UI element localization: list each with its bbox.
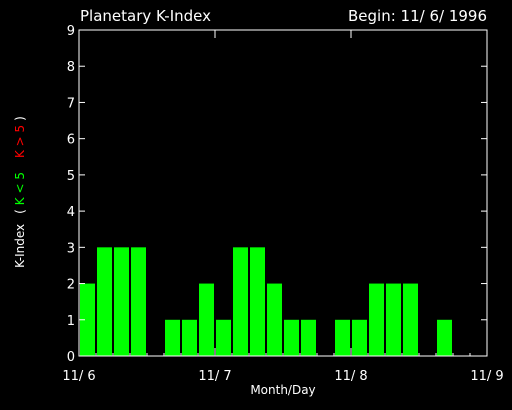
- y-tick-label-0: 0: [67, 350, 75, 365]
- x-tick-label-2: 11/ 8: [334, 369, 367, 384]
- kp-bar-19: [403, 283, 418, 356]
- kp-bar-7: [199, 283, 214, 356]
- y-axis-label-open-paren: (: [13, 209, 27, 214]
- y-tick-label-4: 4: [67, 205, 75, 220]
- x-tick-label-0: 11/ 6: [62, 369, 95, 384]
- kp-bar-6: [182, 319, 197, 356]
- kp-bar-3: [131, 247, 146, 356]
- bars-group: [80, 247, 452, 356]
- kp-bar-12: [284, 319, 299, 356]
- x-tick-label-1: 11/ 7: [198, 369, 231, 384]
- y-axis-label-red: K > 5: [13, 125, 27, 158]
- y-tick-label-1: 1: [67, 314, 75, 329]
- y-tick-label-2: 2: [67, 278, 75, 293]
- kp-bar-9: [233, 247, 248, 356]
- kp-bar-10: [250, 247, 265, 356]
- kp-bar-13: [301, 319, 316, 356]
- chart-title: Planetary K-Index: [80, 7, 211, 25]
- y-axis-label-main: K-Index: [13, 224, 27, 268]
- kp-bar-15: [335, 319, 350, 356]
- y-axis-label-green: K < 5: [13, 172, 27, 205]
- y-tick-label-5: 5: [67, 169, 75, 184]
- y-tick-label-9: 9: [67, 24, 75, 39]
- kp-bar-2: [114, 247, 129, 356]
- kp-bar-1: [97, 247, 112, 356]
- y-axis-label-close-paren: ): [13, 116, 27, 121]
- y-tick-label-6: 6: [67, 133, 75, 148]
- kp-bar-21: [437, 319, 452, 356]
- kp-bar-17: [369, 283, 384, 356]
- y-tick-label-3: 3: [67, 241, 75, 256]
- kp-bar-18: [386, 283, 401, 356]
- kp-bar-0: [80, 283, 95, 356]
- kp-bar-16: [352, 319, 367, 356]
- y-tick-label-8: 8: [67, 60, 75, 75]
- y-axis-label: K-Index ( K < 5 K > 5): [13, 116, 27, 268]
- kp-bar-8: [216, 319, 231, 356]
- kp-bar-5: [165, 319, 180, 356]
- x-tick-label-3: 11/ 9: [470, 369, 503, 384]
- kp-bar-11: [267, 283, 282, 356]
- plot-frame: [78, 29, 488, 357]
- y-tick-label-7: 7: [67, 96, 75, 111]
- x-axis-label: Month/Day: [250, 383, 315, 397]
- chart-begin-date: Begin: 11/ 6/ 1996: [348, 7, 487, 25]
